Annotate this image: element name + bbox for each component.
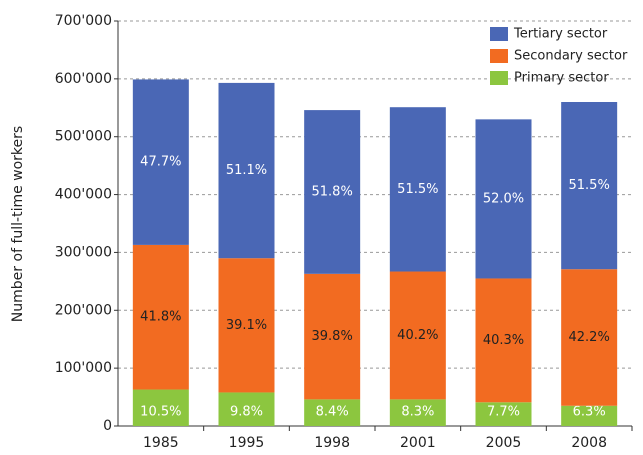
y-tick-label: 700'000 (55, 13, 112, 29)
percent-label: 51.5% (569, 178, 610, 193)
y-tick-label: 500'000 (55, 129, 112, 145)
y-axis-label: Number of full-time workers (10, 126, 26, 322)
y-tick-label: 200'000 (55, 302, 112, 318)
bar-segment (304, 110, 361, 274)
bar-segment (218, 258, 275, 393)
percent-label: 8.4% (316, 405, 349, 420)
bar-segment (389, 107, 446, 272)
bar-segment (132, 244, 189, 390)
bar-segment (389, 271, 446, 400)
bar-segment (132, 79, 189, 245)
legend-swatch (490, 27, 508, 41)
y-tick-label: 400'000 (55, 187, 112, 203)
percent-label: 39.1% (226, 318, 267, 333)
bar-segment (475, 278, 532, 403)
x-tick-label: 1998 (314, 435, 350, 451)
y-tick-label: 300'000 (55, 244, 112, 260)
percent-label: 7.7% (487, 405, 520, 420)
bar-segment (304, 399, 361, 426)
percent-label: 42.2% (569, 330, 610, 345)
y-tick-label: 600'000 (55, 71, 112, 87)
percent-label: 51.5% (397, 182, 438, 197)
percent-label: 10.5% (140, 405, 181, 420)
x-tick-label: 2008 (571, 435, 607, 451)
x-tick-label: 1985 (143, 435, 179, 451)
percent-label: 47.7% (140, 155, 181, 170)
percent-label: 51.1% (226, 163, 267, 178)
percent-label: 9.8% (230, 405, 263, 420)
percent-label: 51.8% (312, 184, 353, 199)
bar-segment (475, 119, 532, 279)
legend-label: Tertiary sector (513, 27, 608, 42)
percent-label: 40.2% (397, 328, 438, 343)
legend-label: Primary sector (514, 71, 609, 86)
bar-segment (561, 269, 618, 406)
percent-label: 52.0% (483, 191, 524, 206)
bar-segment (389, 399, 446, 426)
y-tick-label: 100'000 (55, 360, 112, 376)
percent-label: 8.3% (401, 405, 434, 420)
percent-label: 41.8% (140, 310, 181, 325)
x-tick-label: 2001 (400, 435, 436, 451)
percent-label: 6.3% (573, 405, 606, 420)
bar-segment (218, 392, 275, 426)
percent-label: 40.3% (483, 333, 524, 348)
y-tick-label: 0 (103, 418, 112, 434)
x-tick-label: 2005 (486, 435, 522, 451)
legend-swatch (490, 71, 508, 85)
x-tick-label: 1995 (229, 435, 265, 451)
bar-segment (304, 273, 361, 400)
bar-segment (561, 102, 618, 270)
bar-segment (132, 389, 189, 426)
percent-label: 39.8% (312, 329, 353, 344)
legend-label: Secondary sector (514, 49, 628, 64)
bar-segment (475, 402, 532, 426)
legend-swatch (490, 49, 508, 63)
bar-segment (218, 82, 275, 259)
bar-segment (561, 405, 618, 426)
